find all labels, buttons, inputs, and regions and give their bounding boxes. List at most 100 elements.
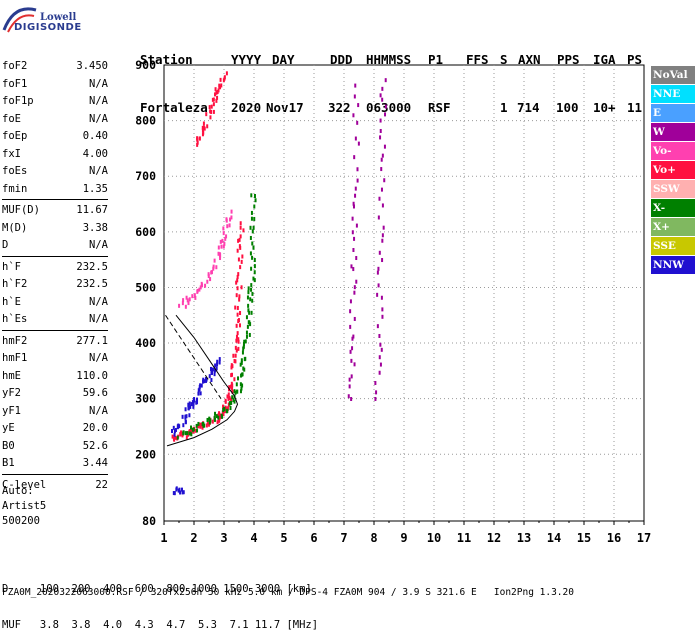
echo-mark bbox=[227, 396, 230, 401]
echo-mark bbox=[221, 410, 224, 415]
echo-mark bbox=[246, 295, 249, 300]
echo-mark bbox=[216, 420, 219, 425]
x-tick-label: 7 bbox=[340, 531, 347, 545]
echo-mark bbox=[351, 336, 354, 341]
param-name: MUF(D) bbox=[2, 204, 40, 216]
legend-vo: Vo- bbox=[651, 142, 695, 160]
echo-mark bbox=[215, 90, 218, 95]
echo-mark bbox=[253, 270, 256, 275]
echo-mark bbox=[237, 337, 240, 342]
distance-row: D 100 200 400 600 800 1000 1500 3000 [km… bbox=[2, 583, 312, 595]
echo-mark bbox=[208, 416, 211, 421]
param-row: hmE 110.0 bbox=[2, 368, 108, 386]
echo-mark bbox=[249, 225, 252, 230]
header-label-pps: PPS bbox=[557, 52, 580, 67]
echo-mark bbox=[353, 236, 356, 241]
echo-mark bbox=[196, 136, 199, 141]
legend-e: E bbox=[651, 104, 695, 122]
echo-mark bbox=[215, 98, 218, 103]
echo-mark bbox=[217, 413, 220, 418]
echo-mark bbox=[234, 390, 237, 395]
echo-mark bbox=[350, 358, 353, 363]
echo-mark bbox=[196, 428, 199, 433]
legend-vo: Vo+ bbox=[651, 161, 695, 179]
echo-mark bbox=[225, 409, 228, 414]
header-value-2: Nov17 bbox=[266, 100, 304, 115]
echo-mark bbox=[171, 434, 174, 439]
echo-mark bbox=[217, 415, 220, 420]
echo-mark bbox=[225, 71, 228, 76]
echo-mark bbox=[197, 421, 200, 426]
echo-mark bbox=[351, 230, 354, 235]
echo-mark bbox=[190, 432, 193, 437]
echo-mark bbox=[253, 204, 256, 209]
echo-mark bbox=[189, 429, 192, 434]
echo-mark bbox=[210, 104, 213, 109]
x-tick-label: 16 bbox=[607, 531, 621, 545]
param-row: fxI 4.00 bbox=[2, 146, 108, 164]
echo-mark bbox=[356, 178, 359, 183]
echo-mark bbox=[247, 290, 250, 295]
echo-mark bbox=[190, 427, 193, 432]
header-label-yyyy: YYYY bbox=[231, 52, 262, 67]
param-value: 20.0 bbox=[82, 422, 108, 434]
echo-mark bbox=[243, 339, 246, 344]
param-name: foEp bbox=[2, 130, 28, 142]
echo-mark bbox=[351, 216, 354, 221]
ionogram-plot: 1 2 3 4 5 6 7 8 9 10 11 12 13 14 15 16 17802003004005006… bbox=[135, 58, 651, 545]
echo-mark bbox=[179, 432, 182, 437]
header-value-0: Fortaleza bbox=[140, 100, 208, 115]
param-value: N/A bbox=[89, 239, 108, 251]
param-row: foEp 0.40 bbox=[2, 128, 108, 146]
echo-mark bbox=[353, 290, 356, 295]
echo-mark bbox=[212, 264, 215, 269]
echo-mark bbox=[203, 126, 206, 131]
echo-mark bbox=[378, 355, 381, 360]
echo-mark bbox=[188, 413, 191, 418]
file-info-line: FZA0M_2020322063000.RSF / 320fx256h 50 k… bbox=[2, 587, 574, 598]
echo-mark bbox=[196, 140, 199, 145]
echo-mark bbox=[375, 390, 378, 395]
echo-mark bbox=[237, 272, 240, 277]
legend-noval: NoVal bbox=[651, 66, 695, 84]
echo-mark bbox=[174, 435, 177, 440]
echo-mark bbox=[219, 239, 222, 244]
echo-mark bbox=[381, 307, 384, 312]
echo-mark bbox=[239, 234, 242, 239]
echo-mark bbox=[213, 417, 216, 422]
echo-mark bbox=[222, 404, 225, 409]
echo-mark bbox=[198, 387, 201, 392]
echo-mark bbox=[348, 384, 351, 389]
x-tick-label: 15 bbox=[577, 531, 591, 545]
echo-mark bbox=[188, 297, 191, 302]
param-row: h`Es N/A bbox=[2, 311, 108, 329]
echo-mark bbox=[380, 167, 383, 172]
echo-mark bbox=[202, 121, 205, 126]
echo-mark bbox=[376, 270, 379, 275]
echo-mark bbox=[202, 130, 205, 135]
param-value: 4.00 bbox=[82, 147, 108, 160]
param-separator bbox=[2, 329, 108, 331]
x-tick-label: 14 bbox=[547, 531, 561, 545]
echo-mark bbox=[224, 405, 227, 410]
echo-mark bbox=[236, 305, 239, 310]
echo-mark bbox=[348, 377, 351, 382]
echo-mark bbox=[188, 401, 191, 406]
param-row: h`E N/A bbox=[2, 294, 108, 312]
echo-mark bbox=[353, 362, 356, 367]
echo-mark bbox=[250, 216, 253, 221]
echo-mark bbox=[193, 293, 196, 298]
echo-mark bbox=[251, 255, 254, 260]
echo-mark bbox=[235, 348, 238, 353]
echo-mark bbox=[182, 423, 185, 428]
echo-mark bbox=[354, 136, 357, 141]
echo-mark bbox=[209, 109, 212, 114]
echo-mark bbox=[220, 244, 223, 249]
param-row: foF2 3.450 bbox=[2, 58, 108, 76]
param-row: yF2 59.6 bbox=[2, 385, 108, 403]
param-name: fmin bbox=[2, 182, 28, 195]
echo-mark bbox=[352, 248, 355, 253]
auto-program: Artist5 bbox=[2, 500, 47, 512]
header-value-6: 1 bbox=[500, 100, 508, 115]
echo-mark bbox=[184, 431, 187, 436]
